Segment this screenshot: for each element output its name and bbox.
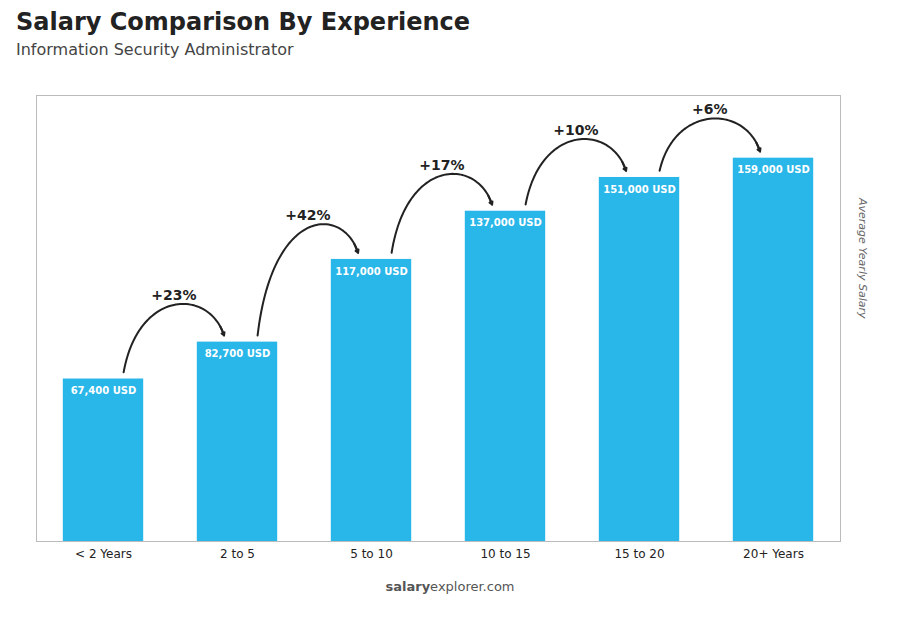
svg-text:20+ Years: 20+ Years (743, 547, 804, 561)
svg-text:137,000 USD: 137,000 USD (469, 217, 542, 228)
svg-text:+17%: +17% (419, 157, 464, 173)
svg-text:2 to 5: 2 to 5 (220, 547, 255, 561)
svg-text:117,000 USD: 117,000 USD (335, 266, 408, 277)
svg-text:10 to 15: 10 to 15 (480, 547, 530, 561)
svg-text:Average Yearly Salary: Average Yearly Salary (856, 197, 869, 319)
svg-text:< 2 Years: < 2 Years (75, 547, 132, 561)
svg-text:151,000 USD: 151,000 USD (603, 184, 676, 195)
svg-text:+10%: +10% (553, 122, 598, 138)
svg-text:5 to 10: 5 to 10 (350, 547, 393, 561)
html-text:Information Security Administr: Information Security Administrator (16, 40, 294, 59)
svg-text:+6%: +6% (692, 101, 728, 117)
html-text:Salary Comparison By Experienc: Salary Comparison By Experience (16, 8, 471, 36)
svg-text:+42%: +42% (285, 207, 330, 223)
html-text:salary explorer.com: salary explorer.com (385, 579, 515, 594)
svg-text:15 to 20: 15 to 20 (614, 547, 664, 561)
svg-text:+23%: +23% (151, 287, 196, 303)
svg-text:159,000 USD: 159,000 USD (737, 164, 810, 175)
svg-text:67,400 USD: 67,400 USD (71, 385, 137, 396)
svg-text:82,700 USD: 82,700 USD (205, 348, 271, 359)
